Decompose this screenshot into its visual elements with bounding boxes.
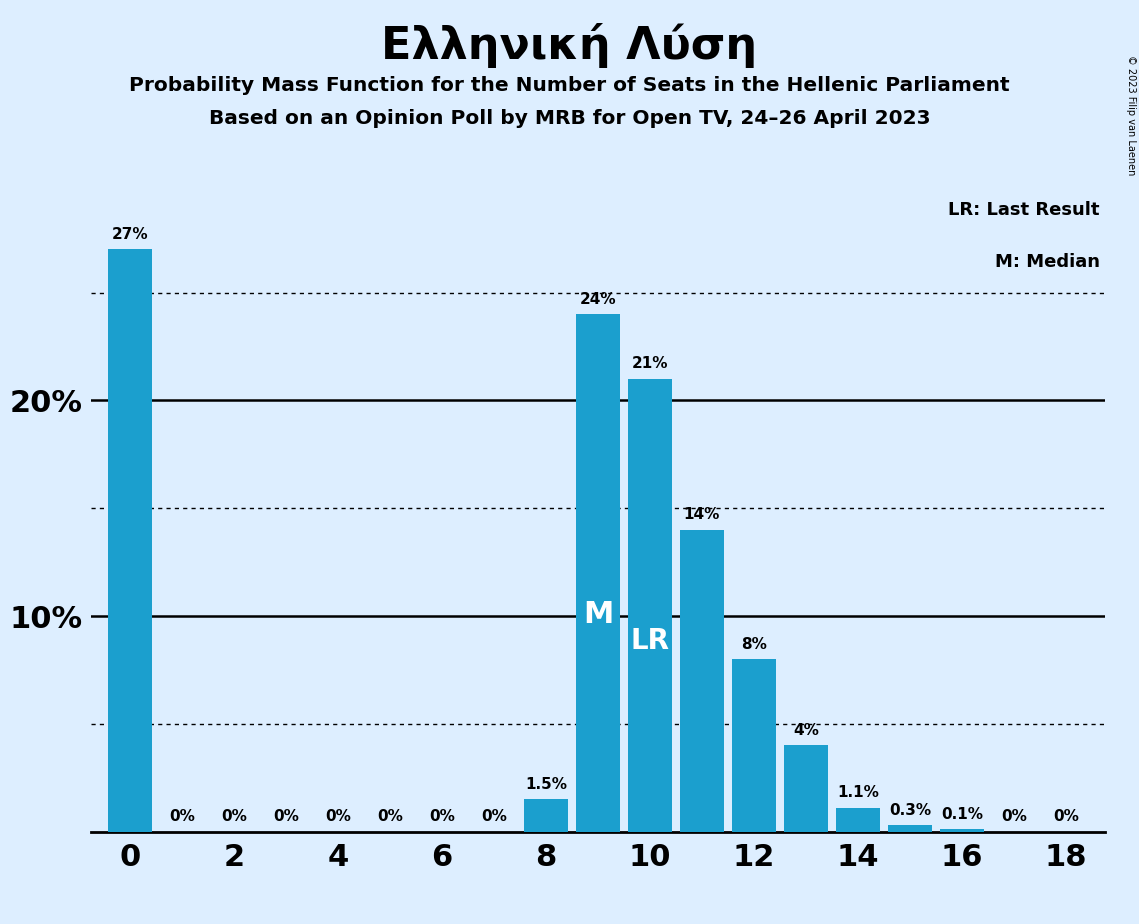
Text: LR: Last Result: LR: Last Result — [949, 201, 1100, 219]
Text: 24%: 24% — [580, 292, 616, 307]
Bar — [680, 529, 724, 832]
Bar — [836, 808, 880, 832]
Bar — [732, 659, 776, 832]
Text: 0%: 0% — [221, 809, 247, 824]
Bar — [940, 830, 984, 832]
Text: 4%: 4% — [793, 723, 819, 737]
Text: 0%: 0% — [377, 809, 403, 824]
Bar — [628, 379, 672, 832]
Text: M: M — [583, 600, 613, 628]
Text: 0%: 0% — [1001, 809, 1026, 824]
Text: M: Median: M: Median — [994, 253, 1100, 271]
Text: 0%: 0% — [481, 809, 507, 824]
Text: 1.1%: 1.1% — [837, 785, 879, 800]
Bar — [576, 314, 620, 832]
Text: © 2023 Filip van Laenen: © 2023 Filip van Laenen — [1126, 55, 1136, 176]
Text: Based on an Opinion Poll by MRB for Open TV, 24–26 April 2023: Based on an Opinion Poll by MRB for Open… — [208, 109, 931, 128]
Text: 27%: 27% — [112, 227, 148, 242]
Text: 21%: 21% — [632, 357, 669, 371]
Bar — [784, 746, 828, 832]
Text: LR: LR — [631, 627, 670, 655]
Bar — [524, 799, 568, 832]
Text: 1.5%: 1.5% — [525, 777, 567, 792]
Text: Ελληνική Λύση: Ελληνική Λύση — [382, 23, 757, 68]
Text: 0%: 0% — [273, 809, 300, 824]
Text: 14%: 14% — [683, 507, 720, 522]
Text: 0%: 0% — [1052, 809, 1079, 824]
Text: 0%: 0% — [429, 809, 454, 824]
Bar — [108, 249, 153, 832]
Text: 8%: 8% — [741, 637, 767, 651]
Text: 0.1%: 0.1% — [941, 807, 983, 822]
Text: 0.3%: 0.3% — [888, 803, 931, 818]
Bar — [887, 825, 932, 832]
Text: 0%: 0% — [170, 809, 195, 824]
Text: 0%: 0% — [325, 809, 351, 824]
Text: Probability Mass Function for the Number of Seats in the Hellenic Parliament: Probability Mass Function for the Number… — [129, 76, 1010, 95]
